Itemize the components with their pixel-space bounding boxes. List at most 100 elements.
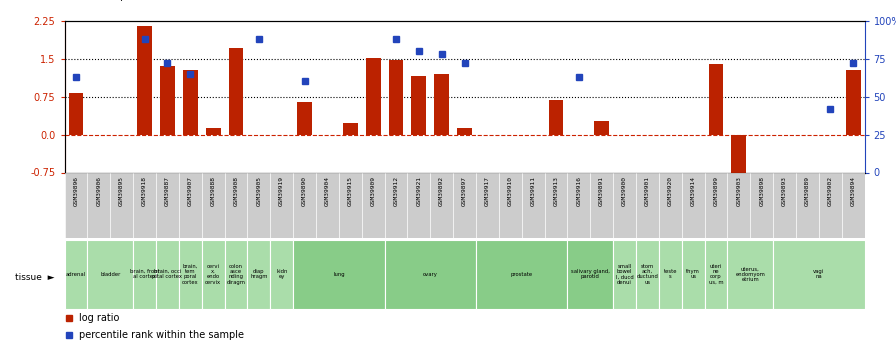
Bar <box>389 60 403 135</box>
Text: GSM39899: GSM39899 <box>713 176 719 206</box>
Bar <box>796 172 819 238</box>
Text: brain,
tem
poral
cortex: brain, tem poral cortex <box>182 264 199 285</box>
Bar <box>709 64 723 135</box>
Bar <box>613 240 636 309</box>
Bar <box>225 172 247 238</box>
Bar <box>704 172 728 238</box>
Text: brain, front
al cortex: brain, front al cortex <box>130 269 159 279</box>
Bar <box>271 240 293 309</box>
Bar <box>384 240 476 309</box>
Text: GSM39902: GSM39902 <box>828 176 833 206</box>
Bar <box>366 58 381 135</box>
Text: uteri
ne
corp
us, m: uteri ne corp us, m <box>709 264 723 285</box>
Bar <box>548 100 564 135</box>
Text: thym
us: thym us <box>686 269 700 279</box>
Text: GSM39907: GSM39907 <box>188 176 193 206</box>
Bar <box>704 240 728 309</box>
Text: GSM39904: GSM39904 <box>325 176 330 206</box>
Bar <box>453 172 476 238</box>
Text: colon
asce
nding
diragm: colon asce nding diragm <box>227 264 246 285</box>
Bar <box>728 172 750 238</box>
Text: GSM39891: GSM39891 <box>599 176 604 206</box>
Bar <box>225 240 247 309</box>
Bar <box>841 172 865 238</box>
Bar <box>88 240 134 309</box>
Bar <box>65 172 88 238</box>
Text: GSM39915: GSM39915 <box>348 176 353 206</box>
Text: GSM39912: GSM39912 <box>393 176 399 206</box>
Text: brain, occi
pital cortex: brain, occi pital cortex <box>152 269 183 279</box>
Bar <box>636 172 659 238</box>
Bar <box>728 240 773 309</box>
Text: GSM39888: GSM39888 <box>211 176 216 206</box>
Bar <box>819 172 841 238</box>
Text: GSM39908: GSM39908 <box>234 176 238 206</box>
Bar <box>476 240 567 309</box>
Bar <box>183 70 198 135</box>
Bar <box>202 172 225 238</box>
Text: GSM39887: GSM39887 <box>165 176 170 206</box>
Text: salivary gland,
parotid: salivary gland, parotid <box>571 269 610 279</box>
Text: GSM39920: GSM39920 <box>668 176 673 206</box>
Bar <box>156 172 179 238</box>
Text: teste
s: teste s <box>664 269 677 279</box>
Text: GSM39919: GSM39919 <box>280 176 284 206</box>
Bar <box>499 172 521 238</box>
Text: vagi
na: vagi na <box>814 269 824 279</box>
Text: GSM39905: GSM39905 <box>256 176 262 206</box>
Text: GSM39897: GSM39897 <box>462 176 467 206</box>
Bar <box>110 172 134 238</box>
Text: GSM39894: GSM39894 <box>850 176 856 206</box>
Bar <box>137 26 152 135</box>
Bar <box>343 124 358 135</box>
Bar <box>682 172 704 238</box>
Text: log ratio: log ratio <box>79 313 119 323</box>
Bar <box>88 172 110 238</box>
Text: lung: lung <box>333 272 345 277</box>
Text: GSM39898: GSM39898 <box>759 176 764 206</box>
Bar <box>68 93 83 135</box>
Text: GSM39917: GSM39917 <box>485 176 490 206</box>
Text: GSM39896: GSM39896 <box>73 176 79 206</box>
Bar <box>160 66 175 135</box>
Text: GSM39918: GSM39918 <box>142 176 147 206</box>
Bar <box>384 172 408 238</box>
Text: GSM39911: GSM39911 <box>530 176 536 206</box>
Text: kidn
ey: kidn ey <box>276 269 288 279</box>
Text: prostate: prostate <box>511 272 533 277</box>
Text: GDS1085 / 42063: GDS1085 / 42063 <box>65 0 163 2</box>
Bar <box>567 172 590 238</box>
Bar <box>682 240 704 309</box>
Text: GSM39893: GSM39893 <box>782 176 787 206</box>
Bar <box>65 240 88 309</box>
Bar <box>659 240 682 309</box>
Bar <box>293 172 316 238</box>
Text: ovary: ovary <box>423 272 438 277</box>
Bar <box>594 121 609 135</box>
Bar <box>457 128 472 135</box>
Bar <box>271 172 293 238</box>
Text: GSM39916: GSM39916 <box>576 176 582 206</box>
Text: tissue  ►: tissue ► <box>15 273 55 283</box>
Text: GSM39889: GSM39889 <box>805 176 810 206</box>
Bar <box>659 172 682 238</box>
Bar <box>521 172 545 238</box>
Text: bladder: bladder <box>100 272 120 277</box>
Bar <box>293 240 384 309</box>
Bar <box>408 172 430 238</box>
Text: stom
ach,
ductund
us: stom ach, ductund us <box>636 264 659 285</box>
Text: cervi
x,
endo
cervix: cervi x, endo cervix <box>205 264 221 285</box>
Bar <box>636 240 659 309</box>
Text: GSM39892: GSM39892 <box>439 176 444 206</box>
Bar <box>206 128 220 135</box>
Text: percentile rank within the sample: percentile rank within the sample <box>79 331 244 340</box>
Bar <box>297 102 312 135</box>
Bar <box>731 135 746 180</box>
Bar <box>435 74 449 135</box>
Bar <box>545 172 567 238</box>
Bar <box>590 172 613 238</box>
Text: GSM39901: GSM39901 <box>645 176 650 206</box>
Bar <box>228 48 244 135</box>
Bar <box>202 240 225 309</box>
Text: GSM39906: GSM39906 <box>96 176 101 206</box>
